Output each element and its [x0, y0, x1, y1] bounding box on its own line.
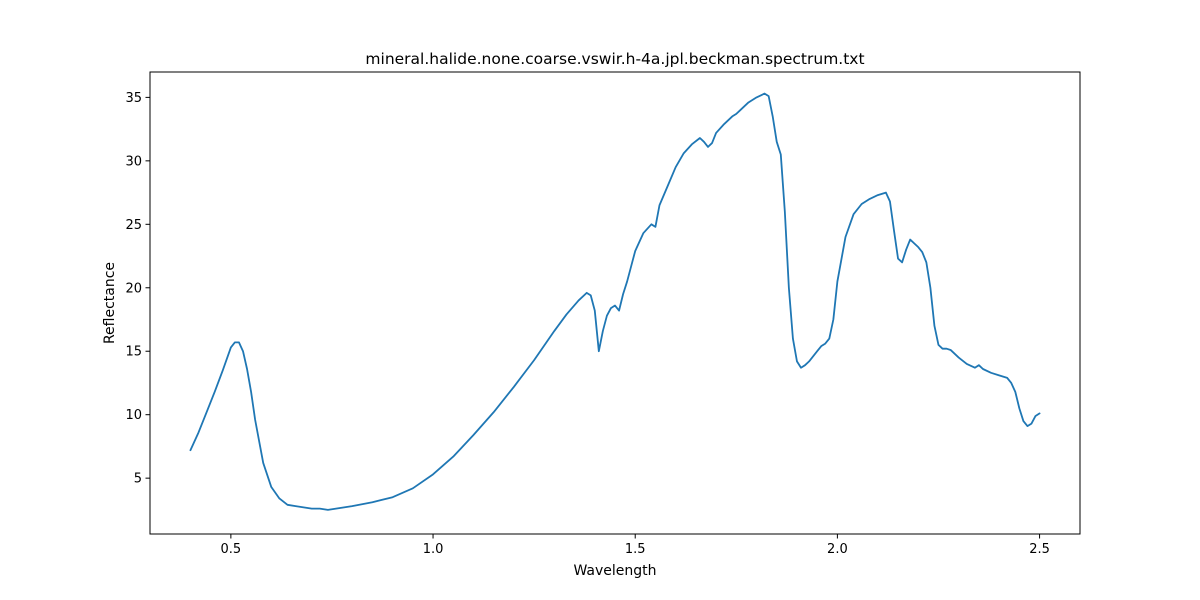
- plot-marks: [189, 92, 1041, 511]
- y-tick-label: 10: [125, 408, 142, 423]
- y-tick-label: 5: [134, 472, 142, 487]
- y-axis-label: Reflectance: [102, 262, 118, 344]
- y-tick-label: 15: [125, 345, 142, 360]
- y-tick-label: 35: [125, 91, 142, 106]
- x-tick-label: 1.5: [625, 542, 646, 557]
- y-tick-label: 25: [125, 218, 142, 233]
- x-tick-label: 0.5: [221, 542, 242, 557]
- y-tick-label: 30: [125, 154, 142, 169]
- chart-title: mineral.halide.none.coarse.vswir.h-4a.jp…: [365, 50, 864, 68]
- y-tick-label: 20: [125, 281, 142, 296]
- series-line-0: [189, 92, 1041, 511]
- x-tick-label: 1.0: [423, 542, 444, 557]
- y-axis: 5 10 15 20 25 30 35: [125, 91, 150, 487]
- x-axis: 0.5 1.0 1.5 2.0 2.5: [221, 534, 1050, 557]
- plot-frame: [149, 71, 1081, 535]
- x-tick-label: 2.5: [1029, 542, 1050, 557]
- x-axis-label: Wavelength: [573, 563, 656, 579]
- x-tick-label: 2.0: [827, 542, 848, 557]
